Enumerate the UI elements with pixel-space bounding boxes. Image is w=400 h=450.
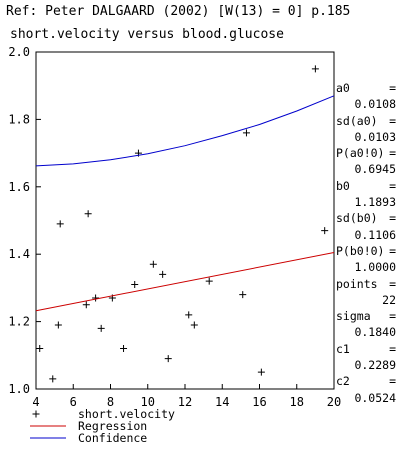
data-point — [321, 227, 329, 235]
data-point — [84, 210, 92, 218]
stat-label: sigma — [336, 309, 371, 324]
stat-value: 0.2289 — [354, 358, 396, 373]
chart-subtitle: short.velocity versus blood.glucose — [10, 27, 284, 42]
legend-label: Confidence — [78, 431, 148, 445]
stat-label: sd(a0) — [336, 113, 378, 128]
x-tick-label: 10 — [141, 395, 155, 409]
x-tick-label: 8 — [107, 395, 114, 409]
stat-sigma: sigma = 0.1840 — [336, 309, 396, 340]
stat-label: a0 — [336, 81, 350, 95]
stat-label: b0 — [336, 178, 350, 193]
stat-label: P(a0!0) — [336, 146, 385, 161]
stat-value: 0.0103 — [354, 129, 396, 144]
stat-label: points — [336, 276, 378, 291]
stat-p-a0: P(a0!0) = 0.6945 — [336, 146, 396, 177]
data-point — [36, 345, 44, 353]
x-tick-label: 12 — [178, 395, 192, 409]
data-point — [49, 375, 57, 383]
stat-p-b0: P(b0!0) = 1.0000 — [336, 243, 396, 275]
stat-label: sd(b0) — [336, 211, 378, 226]
stat-value: 0.1106 — [354, 227, 396, 242]
chart-title: Ref: Peter DALGAARD (2002) [W(13) = 0] p… — [6, 4, 351, 19]
stat-sd-b0: sd(b0) = 0.1106 — [336, 211, 396, 242]
y-tick-label: 1.4 — [8, 247, 30, 261]
data-point — [120, 345, 128, 353]
y-tick-label: 2.0 — [8, 45, 30, 59]
data-point — [311, 65, 319, 73]
stat-value: 0.0108 — [354, 97, 396, 112]
x-tick-label: 18 — [290, 395, 304, 409]
y-tick-label: 1.0 — [8, 382, 30, 396]
data-point — [190, 321, 198, 329]
stat-points: points = 22 — [336, 276, 396, 307]
data-point — [164, 355, 172, 363]
stat-value: 1.1893 — [354, 195, 396, 210]
regression-stats-panel: a0 = 0.0108 sd(a0) = 0.0103 P(a0!0) = 0.694… — [336, 80, 396, 406]
data-point — [56, 220, 64, 228]
y-tick-label: 1.8 — [8, 112, 30, 126]
x-tick-label: 6 — [70, 395, 77, 409]
data-point — [185, 311, 193, 319]
stat-sd-a0: sd(a0) = 0.0103 — [336, 113, 396, 144]
stat-label: P(b0!0) — [336, 243, 385, 258]
data-point — [159, 270, 167, 278]
stat-label: c2 — [336, 374, 350, 389]
stat-c2: c2 = 0.0524 — [336, 374, 396, 405]
data-point — [54, 321, 62, 329]
plus-marker-icon — [32, 410, 40, 418]
data-point — [149, 260, 157, 268]
x-tick-label: 4 — [32, 395, 39, 409]
stat-value: 0.1840 — [354, 325, 396, 340]
legend-label: short.velocity — [78, 407, 175, 421]
data-point — [257, 368, 265, 376]
stat-value: 0.0524 — [354, 390, 396, 405]
x-tick-label: 16 — [252, 395, 266, 409]
x-tick-label: 20 — [327, 395, 341, 409]
y-tick-label: 1.2 — [8, 315, 30, 329]
data-point — [92, 294, 100, 302]
data-point — [239, 291, 247, 299]
regression-line — [35, 252, 335, 312]
blue-line-icon — [30, 437, 66, 439]
data-point — [205, 277, 213, 285]
data-point — [97, 324, 105, 332]
data-point — [82, 301, 90, 309]
stat-a0: a0 = 0.0108 — [336, 81, 396, 112]
confidence-curve — [35, 95, 335, 167]
stat-label: c1 — [336, 341, 350, 356]
stat-value: 0.6945 — [354, 162, 396, 177]
data-point — [242, 129, 250, 137]
y-tick-label: 1.6 — [8, 180, 30, 194]
plot-frame — [35, 51, 335, 390]
stat-value: 22 — [382, 292, 396, 307]
stat-c1: c1 = 0.2289 — [336, 341, 396, 373]
x-tick-label: 14 — [215, 395, 229, 409]
red-line-icon — [30, 425, 66, 427]
stat-value: 1.0000 — [354, 260, 396, 275]
legend-label: Regression — [78, 419, 148, 433]
data-point — [131, 281, 139, 289]
stat-b0: b0 = 1.1893 — [336, 178, 396, 210]
